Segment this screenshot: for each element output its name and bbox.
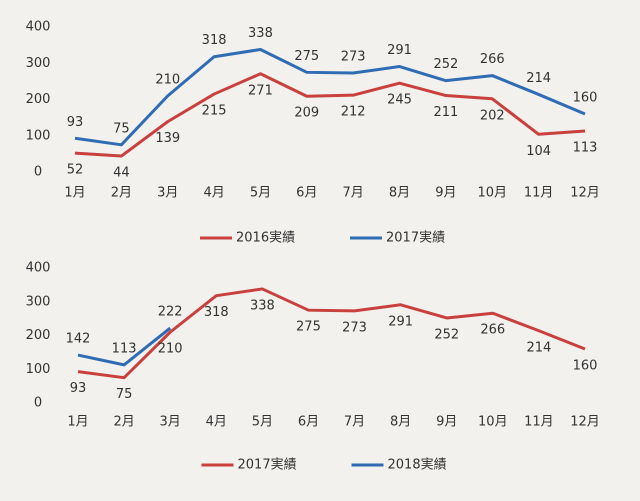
- data-label: 93: [70, 381, 87, 396]
- y-tick-label: 100: [26, 362, 51, 377]
- data-label: 113: [112, 341, 137, 356]
- x-tick-label: 4月: [206, 415, 227, 430]
- data-label: 252: [433, 57, 458, 72]
- data-label: 245: [387, 93, 412, 108]
- x-tick-label: 7月: [344, 415, 365, 430]
- data-label: 44: [113, 166, 130, 181]
- x-tick-label: 5月: [252, 415, 273, 430]
- x-tick-label: 2月: [113, 415, 134, 430]
- data-label: 338: [248, 26, 273, 41]
- x-tick-label: 6月: [296, 186, 317, 201]
- data-label: 266: [480, 323, 505, 338]
- data-label: 214: [526, 71, 551, 86]
- x-tick-label: 3月: [160, 415, 181, 430]
- data-label: 139: [155, 131, 180, 146]
- y-tick-label: 0: [34, 165, 42, 180]
- x-tick-label: 12月: [570, 186, 600, 201]
- x-tick-label: 1月: [64, 186, 85, 201]
- data-label: 291: [387, 43, 412, 58]
- data-label: 113: [573, 141, 598, 156]
- data-label: 210: [155, 72, 180, 87]
- x-tick-label: 11月: [524, 186, 554, 201]
- data-label: 75: [116, 387, 133, 402]
- legend-label: 2017実績: [386, 230, 445, 246]
- data-label: 318: [202, 33, 227, 48]
- data-label: 202: [480, 108, 505, 123]
- x-tick-label: 10月: [477, 186, 507, 201]
- x-tick-label: 6月: [298, 415, 319, 430]
- data-label: 209: [294, 106, 319, 121]
- y-tick-label: 200: [26, 328, 51, 343]
- series-line: [74, 72, 586, 158]
- x-tick-label: 9月: [435, 186, 456, 201]
- data-label: 212: [341, 105, 366, 120]
- series-line: [74, 47, 586, 147]
- x-tick-label: 3月: [157, 186, 178, 201]
- data-label: 93: [67, 115, 84, 130]
- data-label: 273: [341, 50, 366, 65]
- x-tick-label: 8月: [390, 415, 411, 430]
- y-tick-label: 300: [26, 294, 51, 309]
- data-label: 75: [113, 121, 130, 136]
- x-tick-label: 10月: [478, 415, 508, 430]
- y-tick-label: 200: [26, 92, 51, 107]
- legend-label: 2017実績: [238, 457, 297, 473]
- legend-label: 2018実績: [388, 457, 447, 473]
- data-label: 222: [158, 305, 183, 320]
- data-label: 210: [158, 342, 183, 357]
- y-tick-label: 100: [26, 128, 51, 143]
- data-label: 160: [573, 359, 598, 374]
- x-tick-label: 12月: [570, 415, 600, 430]
- x-tick-label: 11月: [524, 415, 554, 430]
- data-label: 275: [296, 320, 321, 335]
- data-label: 275: [294, 49, 319, 64]
- x-tick-label: 9月: [436, 415, 457, 430]
- data-label: 271: [248, 83, 273, 98]
- data-label: 52: [67, 163, 84, 178]
- x-tick-label: 8月: [389, 186, 410, 201]
- data-label: 160: [573, 91, 598, 106]
- y-tick-label: 300: [26, 56, 51, 71]
- y-tick-label: 400: [26, 20, 51, 35]
- data-label: 291: [388, 314, 413, 329]
- data-label: 266: [480, 52, 505, 67]
- x-tick-label: 7月: [343, 186, 364, 201]
- x-tick-label: 5月: [250, 186, 271, 201]
- data-label: 273: [342, 320, 367, 335]
- data-label: 142: [66, 332, 91, 347]
- data-label: 318: [204, 305, 229, 320]
- series-line: [77, 326, 172, 367]
- x-tick-label: 4月: [203, 186, 224, 201]
- data-label: 338: [250, 298, 275, 313]
- data-label: 211: [433, 105, 458, 120]
- data-label: 215: [202, 104, 227, 119]
- series-line: [77, 287, 586, 380]
- x-tick-label: 1月: [67, 415, 88, 430]
- x-tick-label: 2月: [111, 186, 132, 201]
- data-label: 252: [434, 327, 459, 342]
- legend-label: 2016実績: [236, 230, 295, 246]
- y-tick-label: 0: [34, 396, 42, 411]
- y-tick-label: 400: [26, 261, 51, 276]
- data-label: 214: [526, 340, 551, 355]
- data-label: 104: [526, 144, 551, 159]
